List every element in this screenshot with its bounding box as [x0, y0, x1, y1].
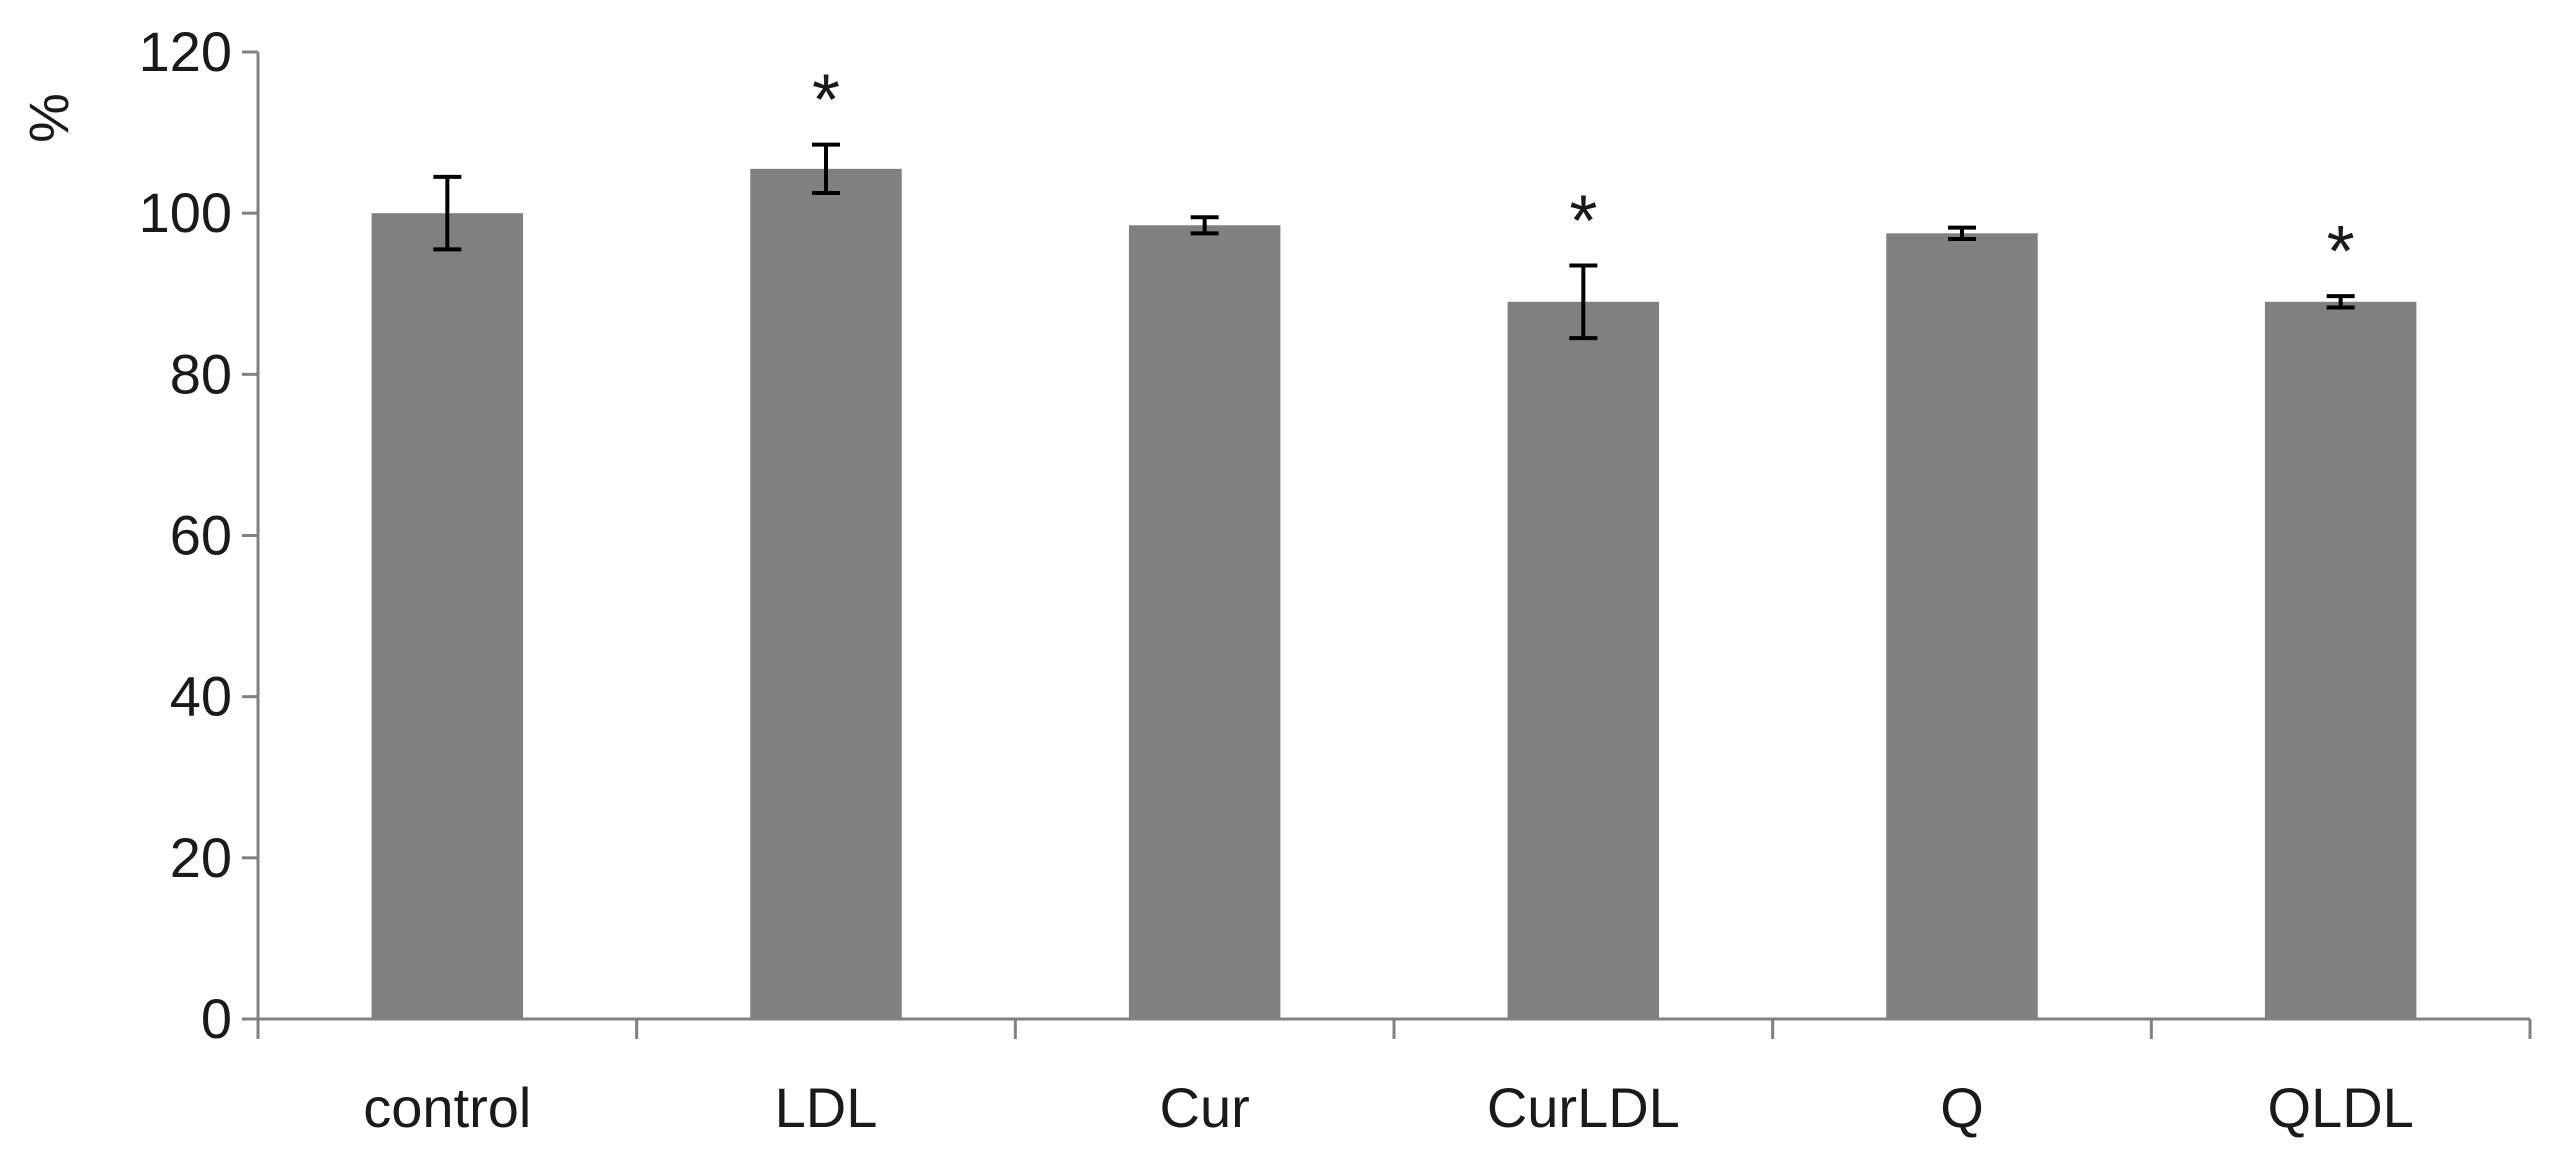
labels: 0 20 40 60 80 100 120 control * LDL Cur * CurLDL Q * QL…	[139, 20, 2414, 1139]
bar-LDL	[750, 168, 902, 1020]
x-tick-label: CurLDL	[1487, 1076, 1680, 1139]
x-tick-label: Cur	[1160, 1076, 1250, 1139]
axes	[242, 50, 2532, 1039]
significance-marker: *	[2327, 212, 2355, 292]
x-tick-label: LDL	[775, 1076, 878, 1139]
y-tick-label: 0	[201, 987, 232, 1050]
significance-marker: *	[1569, 182, 1597, 262]
error-bars	[433, 142, 2355, 341]
significance-marker: *	[812, 61, 840, 141]
y-tick-label: 80	[170, 342, 232, 405]
x-tick-label: Q	[1940, 1076, 1984, 1139]
bar-CurLDL	[1507, 301, 1660, 1019]
bar-Q	[1886, 233, 2038, 1019]
bar-Cur	[1128, 225, 1281, 1020]
x-tick-label: control	[363, 1076, 531, 1139]
y-tick-label: 20	[170, 826, 232, 889]
y-tick-label: 120	[139, 20, 232, 83]
x-tick-label: QLDL	[2268, 1076, 2414, 1139]
y-tick-label: 40	[170, 665, 232, 728]
y-tick-label: 100	[139, 181, 232, 244]
bars	[371, 168, 2417, 1020]
y-tick-label: 60	[170, 504, 232, 567]
y-axis-title: %	[17, 93, 80, 143]
bar-control	[371, 213, 524, 1019]
bar-QLDL	[2264, 301, 2417, 1019]
